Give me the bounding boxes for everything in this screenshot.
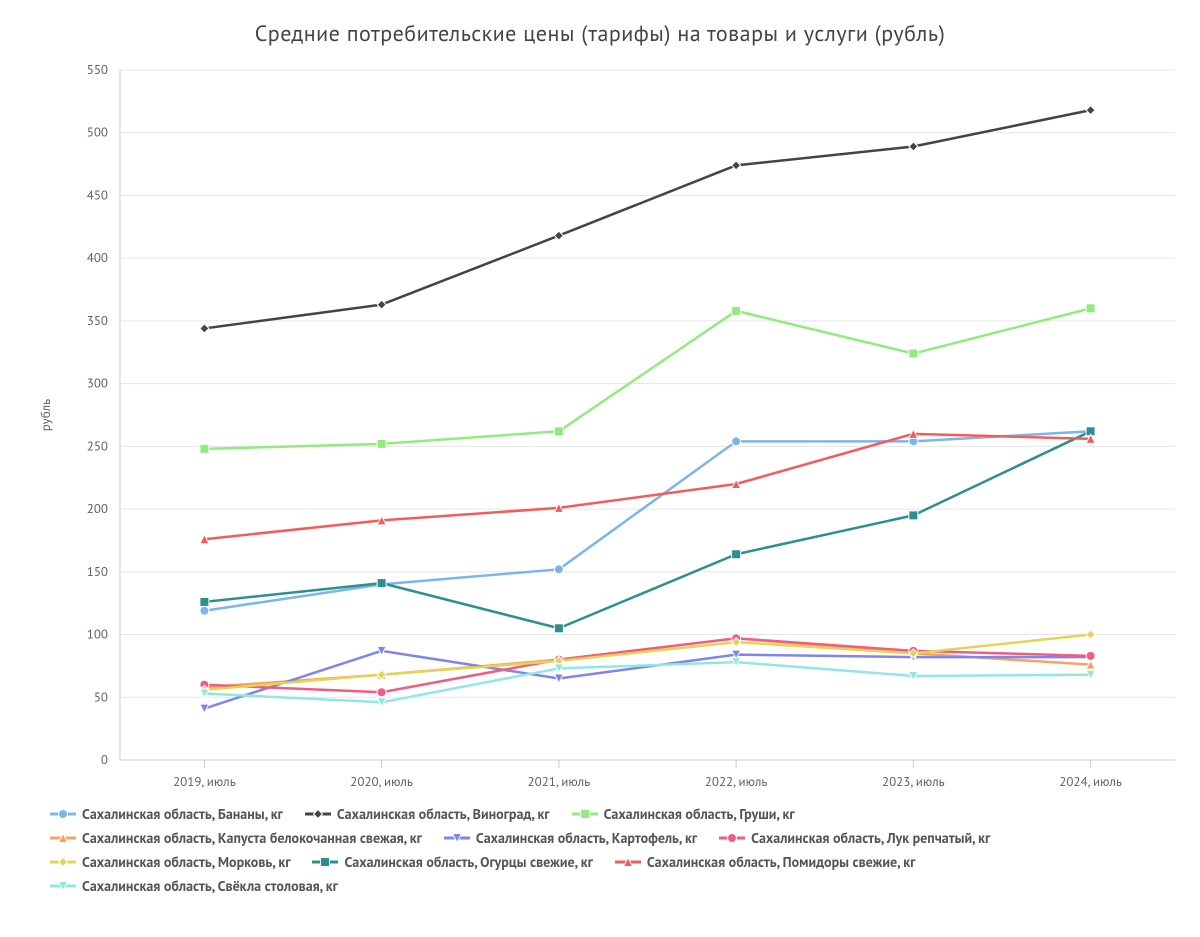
- legend-item-label: Сахалинская область, Виноград, кг: [337, 805, 550, 823]
- svg-text:450: 450: [87, 186, 108, 203]
- legend-item-label: Сахалинская область, Бананы, кг: [82, 805, 283, 823]
- legend-item[interactable]: Сахалинская область, Морковь, кг: [50, 853, 290, 871]
- svg-text:2022, июль: 2022, июль: [705, 773, 768, 790]
- legend-marker-icon: [572, 807, 598, 821]
- legend-item[interactable]: Сахалинская область, Капуста белокочанна…: [50, 829, 422, 847]
- legend-marker-icon: [50, 831, 76, 845]
- svg-text:300: 300: [87, 375, 108, 392]
- legend-item[interactable]: Сахалинская область, Огурцы свежие, кг: [312, 853, 592, 871]
- legend-item-label: Сахалинская область, Морковь, кг: [82, 853, 290, 871]
- svg-text:400: 400: [87, 249, 108, 266]
- svg-text:350: 350: [87, 312, 108, 329]
- legend-marker-icon: [305, 807, 331, 821]
- legend-item[interactable]: Сахалинская область, Картофель, кг: [444, 829, 697, 847]
- legend-item[interactable]: Сахалинская область, Свёкла столовая, кг: [50, 877, 338, 895]
- legend-marker-icon: [50, 807, 76, 821]
- svg-text:550: 550: [87, 61, 108, 78]
- legend-item[interactable]: Сахалинская область, Лук репчатый, кг: [719, 829, 990, 847]
- price-line-chart: Средние потребительские цены (тарифы) на…: [0, 0, 1200, 937]
- svg-text:2019, июль: 2019, июль: [173, 773, 236, 790]
- legend-marker-icon: [444, 831, 470, 845]
- legend-item[interactable]: Сахалинская область, Помидоры свежие, кг: [615, 853, 916, 871]
- svg-text:2021, июль: 2021, июль: [528, 773, 591, 790]
- legend-marker-icon: [50, 879, 76, 893]
- legend-marker-icon: [50, 855, 76, 869]
- svg-text:0: 0: [101, 751, 108, 768]
- chart-plot-area: 0 50 100 150 200 250 300 350 400 450 500 550 2019, и…: [0, 0, 1200, 937]
- svg-text:250: 250: [87, 437, 108, 454]
- legend-marker-icon: [719, 831, 745, 845]
- svg-text:500: 500: [87, 124, 108, 141]
- legend-item-label: Сахалинская область, Помидоры свежие, кг: [647, 853, 916, 871]
- chart-legend: Сахалинская область, Бананы, кг Сахалинс…: [50, 805, 1180, 901]
- legend-marker-icon: [312, 855, 338, 869]
- legend-item-label: Сахалинская область, Свёкла столовая, кг: [82, 877, 338, 895]
- svg-text:50: 50: [94, 688, 108, 705]
- legend-item-label: Сахалинская область, Капуста белокочанна…: [82, 829, 422, 847]
- legend-marker-icon: [615, 855, 641, 869]
- svg-text:100: 100: [87, 626, 108, 643]
- svg-text:2023, июль: 2023, июль: [882, 773, 945, 790]
- legend-item[interactable]: Сахалинская область, Груши, кг: [572, 805, 795, 823]
- legend-item[interactable]: Сахалинская область, Виноград, кг: [305, 805, 550, 823]
- svg-text:150: 150: [87, 563, 108, 580]
- legend-item[interactable]: Сахалинская область, Бананы, кг: [50, 805, 283, 823]
- svg-text:200: 200: [87, 500, 108, 517]
- svg-text:рубль: рубль: [37, 399, 54, 431]
- svg-text:2024, июль: 2024, июль: [1059, 773, 1122, 790]
- legend-item-label: Сахалинская область, Груши, кг: [604, 805, 795, 823]
- svg-text:2020, июль: 2020, июль: [350, 773, 413, 790]
- legend-item-label: Сахалинская область, Огурцы свежие, кг: [344, 853, 592, 871]
- legend-item-label: Сахалинская область, Картофель, кг: [476, 829, 697, 847]
- legend-item-label: Сахалинская область, Лук репчатый, кг: [751, 829, 990, 847]
